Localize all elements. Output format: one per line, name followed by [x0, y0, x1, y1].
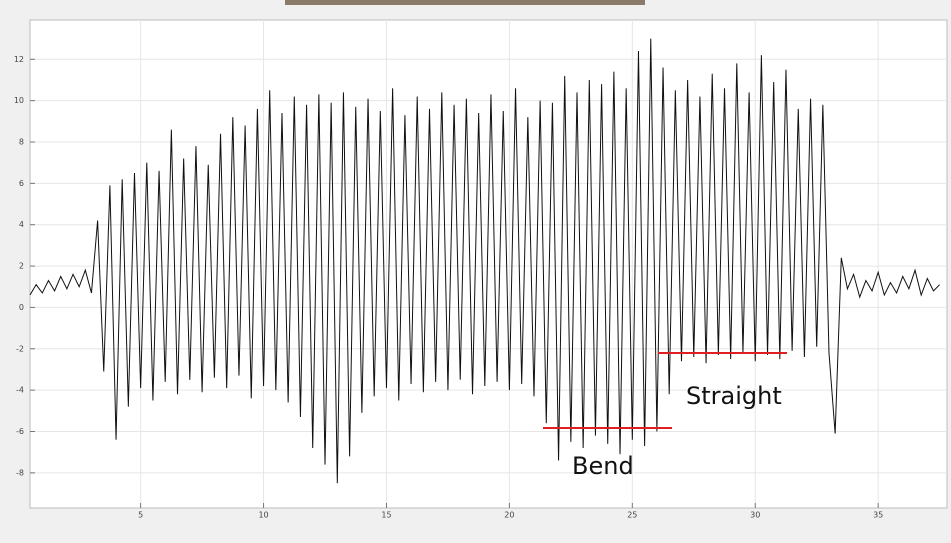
annotation: Straight — [686, 382, 782, 410]
y-tick-label: -2 — [16, 344, 24, 353]
y-tick-label: 6 — [19, 179, 24, 188]
x-tick-label: 15 — [381, 511, 391, 520]
x-tick-label: 20 — [504, 511, 514, 520]
y-tick-label: -6 — [16, 427, 24, 436]
x-tick-label: 25 — [627, 511, 637, 520]
y-tick-label: -4 — [16, 386, 24, 395]
signal-line — [29, 38, 940, 484]
y-tick-label: 2 — [19, 262, 24, 271]
plot-area — [29, 19, 948, 509]
annotation: Bend — [572, 452, 634, 480]
x-tick-label: 35 — [873, 511, 883, 520]
y-tick-label: 10 — [14, 96, 24, 105]
y-tick-label: 8 — [19, 138, 24, 147]
y-tick-label: 12 — [14, 55, 24, 64]
photo-strip — [285, 0, 645, 5]
x-tick-label: 5 — [138, 511, 143, 520]
y-tick-label: 0 — [19, 303, 24, 312]
x-tick-label: 10 — [258, 511, 268, 520]
y-tick-label: -8 — [16, 468, 24, 477]
y-tick-label: 4 — [19, 220, 24, 229]
x-tick-label: 30 — [750, 511, 760, 520]
plot — [29, 38, 940, 484]
